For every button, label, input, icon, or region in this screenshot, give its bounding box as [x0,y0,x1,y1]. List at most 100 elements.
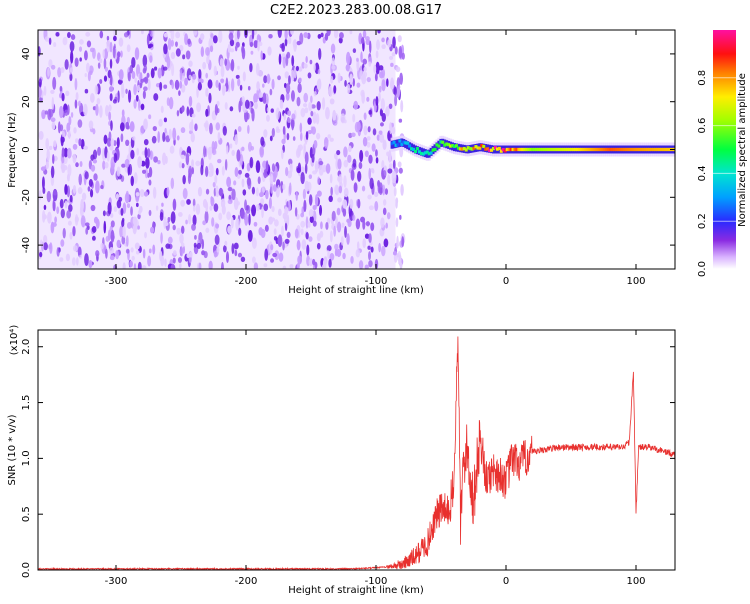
signal-band [406,141,410,150]
noise-speckle [159,250,163,262]
noise-speckle [234,166,239,177]
noise-speckle [138,209,142,215]
noise-speckle [374,73,378,82]
noise-speckle [108,85,114,93]
noise-speckle [242,189,247,196]
noise-speckle [286,132,290,141]
noise-speckle [247,124,250,134]
colorbar-gradient [713,30,736,269]
noise-speckle [328,85,333,97]
signal-core [636,147,640,152]
noise-speckle [282,265,287,269]
signal-core [651,147,655,152]
noise-speckle [180,127,186,134]
noise-speckle [322,164,327,173]
noise-speckle [277,30,282,39]
noise-speckle [327,250,330,259]
noise-speckle [194,123,198,132]
noise-speckle [284,221,288,232]
signal-band [466,145,470,154]
noise-speckle [251,186,256,195]
noise-speckle [233,242,239,250]
noise-speckle [136,147,140,156]
noise-speckle [188,60,193,67]
noise-speckle [251,256,256,264]
noise-speckle [309,59,313,65]
noise-speckle [367,194,372,200]
signal-core [529,147,533,152]
noise-speckle [342,199,348,209]
signal-core [571,147,575,152]
noise-speckle [115,193,120,200]
noise-speckle [130,149,135,160]
noise-speckle [172,257,176,264]
noise-speckle [241,45,245,54]
noise-speckle [187,38,191,45]
noise-speckle [115,249,120,260]
noise-speckle [352,214,356,221]
noise-speckle [282,125,286,135]
noise-speckle [184,33,189,46]
noise-speckle [84,222,90,227]
noise-speckle [46,190,52,203]
noise-speckle [272,252,278,258]
noise-speckle [110,229,115,243]
noise-speckle [365,221,371,227]
noise-speckle [358,161,363,170]
noise-speckle [66,147,72,159]
noise-speckle [231,149,235,157]
noise-speckle [130,247,134,253]
noise-speckle [61,147,65,158]
noise-speckle [328,195,333,203]
noise-speckle [377,30,381,34]
noise-speckle [116,199,122,209]
noise-speckle [296,40,302,46]
noise-speckle [356,121,361,131]
noise-speckle [125,248,130,254]
signal-core [456,146,460,150]
snr-x-tick-label: 100 [626,576,645,587]
noise-speckle [110,220,115,228]
noise-speckle [106,40,111,53]
signal-core [396,143,400,147]
noise-speckle [181,105,185,113]
snr-y-multiplier: (x10⁴) [9,325,20,356]
signal-core [550,147,554,152]
noise-speckle [200,33,205,41]
noise-speckle [364,233,370,239]
noise-speckle [285,83,291,94]
signal-core [451,144,455,148]
noise-speckle [39,96,43,103]
noise-speckle [395,66,401,73]
noise-speckle [389,80,395,90]
noise-speckle [99,79,103,84]
noise-speckle [139,82,143,89]
noise-speckle [303,92,309,103]
noise-speckle [121,217,125,223]
signal-core [447,143,451,147]
noise-speckle [61,156,65,164]
noise-speckle [362,238,367,249]
noise-speckle [186,253,191,259]
noise-speckle [387,38,392,48]
noise-speckle [237,126,242,133]
signal-core [603,147,607,152]
signal-band [454,143,458,152]
snr-series-line [38,336,675,570]
noise-speckle [343,159,349,168]
noise-speckle [143,138,149,146]
noise-speckle [345,63,351,72]
signal-core [501,148,505,152]
noise-speckle [336,207,341,216]
signal-core [568,147,572,152]
noise-speckle [393,187,397,197]
noise-speckle [59,198,64,209]
noise-speckle [102,49,105,59]
noise-speckle [395,199,398,209]
noise-speckle [137,156,143,169]
noise-speckle [180,242,185,248]
noise-speckle [341,222,345,228]
noise-speckle [374,200,379,212]
noise-speckle [126,203,131,209]
noise-speckle [63,147,69,158]
